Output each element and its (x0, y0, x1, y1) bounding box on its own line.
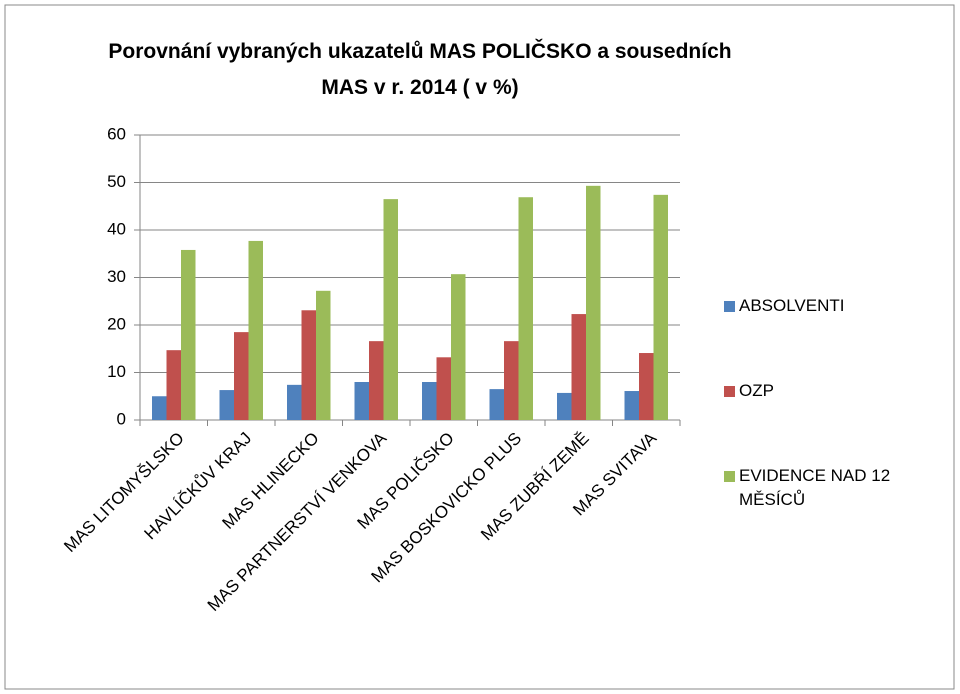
bar (234, 332, 249, 420)
bar (287, 384, 302, 420)
y-tick-label: 60 (107, 124, 126, 143)
chart-title: Porovnání vybraných ukazatelů MAS POLIČS… (108, 40, 732, 99)
y-tick-label: 0 (117, 409, 126, 428)
y-tick-label: 10 (107, 362, 126, 381)
chart-border (4, 4, 955, 690)
bar (436, 357, 451, 420)
bar (518, 197, 533, 420)
bar (571, 314, 586, 420)
bar (248, 240, 263, 420)
y-tick-label: 40 (107, 219, 126, 238)
bar (422, 382, 437, 420)
legend-label: OZP (739, 381, 774, 400)
bar (181, 249, 196, 420)
bar (624, 391, 639, 420)
bar (586, 185, 601, 420)
bar (152, 396, 167, 420)
legend-swatch (724, 386, 735, 397)
y-tick-label: 30 (107, 267, 126, 286)
legend-label: ABSOLVENTI (739, 296, 845, 315)
bar (639, 353, 654, 420)
bar (557, 392, 572, 420)
bar (489, 389, 504, 420)
bar (383, 199, 398, 420)
y-tick-label: 50 (107, 172, 126, 191)
bar (316, 290, 331, 420)
y-tick-label: 20 (107, 314, 126, 333)
bar (354, 382, 369, 420)
legend-swatch (724, 301, 735, 312)
legend-label: EVIDENCE NAD 12 MĚSÍCŮ (739, 466, 891, 509)
bar (369, 341, 384, 420)
legend-item: EVIDENCE NAD 12 MĚSÍCŮ (724, 464, 954, 512)
bar (301, 310, 316, 420)
bar (653, 194, 668, 420)
legend-item: OZP (724, 379, 954, 403)
bar (166, 350, 181, 420)
bar (504, 341, 519, 420)
legend-item: ABSOLVENTI (724, 294, 954, 318)
bar (451, 274, 466, 420)
legend-swatch (724, 471, 735, 482)
bar (219, 390, 234, 420)
